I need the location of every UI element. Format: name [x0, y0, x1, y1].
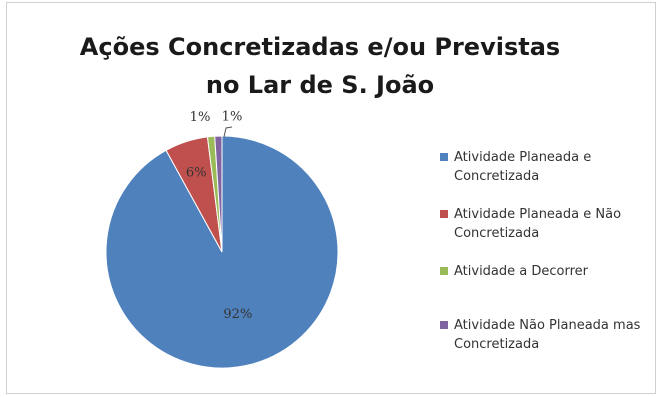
legend-label: Atividade Planeada e Concretizada — [454, 150, 592, 184]
leader-line — [223, 126, 233, 138]
chart-frame — [6, 2, 656, 394]
legend-item: Atividade a Decorrer — [440, 262, 650, 281]
slice-data-label: 1% — [190, 110, 211, 125]
legend-swatch — [440, 153, 448, 161]
legend-swatch — [440, 321, 448, 329]
legend-item: Atividade Planeada e Concretizada — [440, 148, 650, 186]
legend-swatch — [440, 267, 448, 275]
pie-slice — [214, 135, 223, 253]
legend-label: Atividade Não Planeada mas Concretizada — [454, 318, 641, 352]
legend-swatch — [440, 210, 448, 218]
slice-data-label: 92% — [223, 307, 252, 322]
legend-label: Atividade Planeada e Não Concretizada — [454, 207, 622, 241]
chart-title: Ações Concretizadas e/ou Previstas no La… — [79, 33, 561, 99]
slice-data-label: 6% — [186, 166, 207, 181]
legend-item: Atividade Não Planeada mas Concretizada — [440, 316, 650, 354]
legend: Atividade Planeada e Concretizada Ativid… — [440, 148, 650, 354]
legend-item: Atividade Planeada e Não Concretizada — [440, 205, 650, 243]
slice-data-label: 1% — [222, 109, 243, 124]
legend-label: Atividade a Decorrer — [454, 264, 589, 279]
